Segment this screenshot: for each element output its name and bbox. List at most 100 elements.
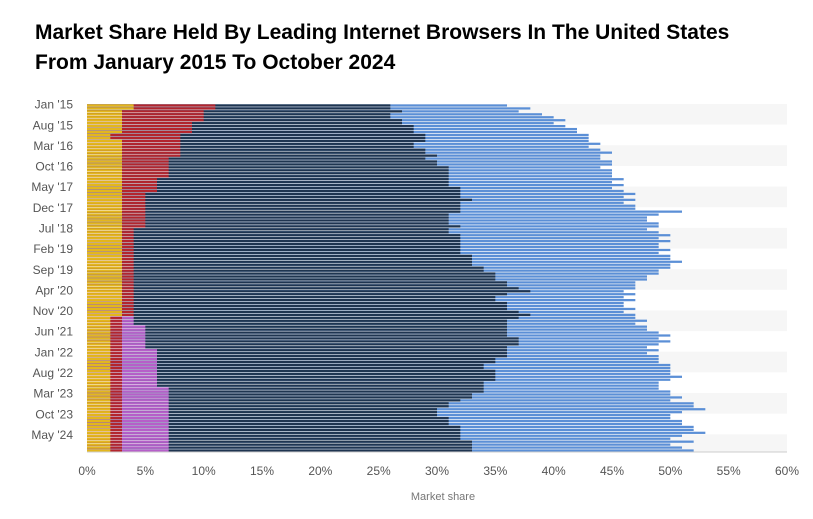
bar bbox=[87, 172, 122, 175]
bar bbox=[87, 416, 449, 420]
bar bbox=[87, 163, 122, 166]
bar bbox=[87, 431, 111, 434]
bar bbox=[87, 169, 449, 172]
bar bbox=[87, 440, 111, 443]
bar bbox=[87, 343, 111, 346]
bar bbox=[87, 192, 461, 196]
bar bbox=[87, 148, 122, 151]
bar bbox=[87, 319, 111, 322]
bar bbox=[87, 408, 437, 411]
bar bbox=[87, 183, 449, 187]
bar bbox=[87, 127, 122, 131]
bar bbox=[87, 428, 169, 432]
bar bbox=[87, 119, 402, 122]
bar bbox=[87, 260, 122, 263]
bar bbox=[87, 402, 111, 405]
bar bbox=[87, 127, 192, 131]
bar bbox=[87, 254, 122, 258]
bar bbox=[87, 245, 461, 249]
bar bbox=[87, 245, 122, 249]
bar bbox=[87, 363, 111, 367]
bar bbox=[87, 219, 122, 222]
bar bbox=[87, 325, 111, 328]
chart-title: Market Share Held By Leading Internet Br… bbox=[35, 21, 730, 74]
bar bbox=[87, 384, 484, 387]
bar bbox=[87, 449, 472, 452]
bar bbox=[87, 222, 122, 225]
y-tick-label: Jul '18 bbox=[39, 222, 74, 236]
bar bbox=[87, 222, 449, 225]
bar bbox=[87, 269, 122, 272]
bar bbox=[87, 160, 122, 163]
bar bbox=[87, 207, 461, 210]
bar bbox=[87, 139, 181, 142]
bar bbox=[87, 422, 111, 426]
bar bbox=[87, 169, 122, 172]
bar bbox=[87, 434, 461, 437]
bar bbox=[87, 360, 496, 364]
bar bbox=[87, 304, 507, 308]
bar bbox=[87, 142, 122, 145]
bar bbox=[87, 310, 519, 314]
bar bbox=[87, 411, 169, 414]
bar bbox=[87, 393, 472, 396]
bar bbox=[87, 234, 122, 237]
bar bbox=[87, 172, 169, 175]
bar bbox=[87, 110, 122, 113]
bar bbox=[87, 425, 169, 429]
bar bbox=[87, 337, 519, 340]
x-tick-label: 15% bbox=[250, 464, 274, 478]
bar bbox=[87, 145, 122, 148]
bar bbox=[87, 298, 496, 302]
bar bbox=[87, 204, 122, 207]
bar bbox=[87, 151, 426, 154]
bar bbox=[87, 169, 169, 172]
bar bbox=[87, 213, 449, 216]
bar bbox=[87, 130, 414, 134]
bar bbox=[87, 387, 169, 390]
bar bbox=[87, 343, 519, 346]
bar bbox=[87, 157, 169, 160]
bar bbox=[87, 349, 111, 352]
bar bbox=[87, 322, 111, 325]
bar bbox=[87, 355, 507, 358]
bar bbox=[87, 136, 426, 140]
bar bbox=[87, 195, 122, 199]
y-tick-label: May '17 bbox=[31, 180, 73, 194]
bar bbox=[87, 210, 122, 213]
bar bbox=[87, 301, 507, 305]
bar bbox=[87, 110, 204, 113]
bar bbox=[87, 260, 472, 263]
bar bbox=[87, 349, 507, 352]
bar bbox=[87, 122, 122, 125]
bar bbox=[87, 148, 181, 151]
bar bbox=[87, 242, 122, 246]
bar bbox=[87, 293, 122, 296]
bar bbox=[87, 248, 461, 252]
bar bbox=[87, 290, 122, 293]
bar bbox=[87, 366, 484, 370]
bar bbox=[87, 175, 169, 178]
y-tick-label: Apr '20 bbox=[35, 283, 73, 297]
bar bbox=[87, 340, 111, 343]
bar bbox=[87, 411, 111, 414]
bar bbox=[87, 175, 122, 178]
bar bbox=[87, 281, 122, 284]
bar bbox=[87, 113, 204, 116]
bar bbox=[87, 160, 437, 163]
bar bbox=[87, 390, 111, 393]
bar bbox=[87, 440, 472, 443]
bar bbox=[87, 334, 111, 337]
bar bbox=[87, 157, 426, 160]
bar bbox=[87, 334, 507, 337]
bar bbox=[87, 355, 111, 358]
bar bbox=[87, 166, 169, 169]
bar bbox=[87, 228, 449, 231]
bar bbox=[87, 130, 192, 134]
bar bbox=[87, 360, 111, 364]
bar bbox=[87, 110, 402, 113]
bar bbox=[87, 107, 391, 110]
x-tick-label: 55% bbox=[717, 464, 741, 478]
x-tick-label: 40% bbox=[542, 464, 566, 478]
x-tick-label: 30% bbox=[425, 464, 449, 478]
